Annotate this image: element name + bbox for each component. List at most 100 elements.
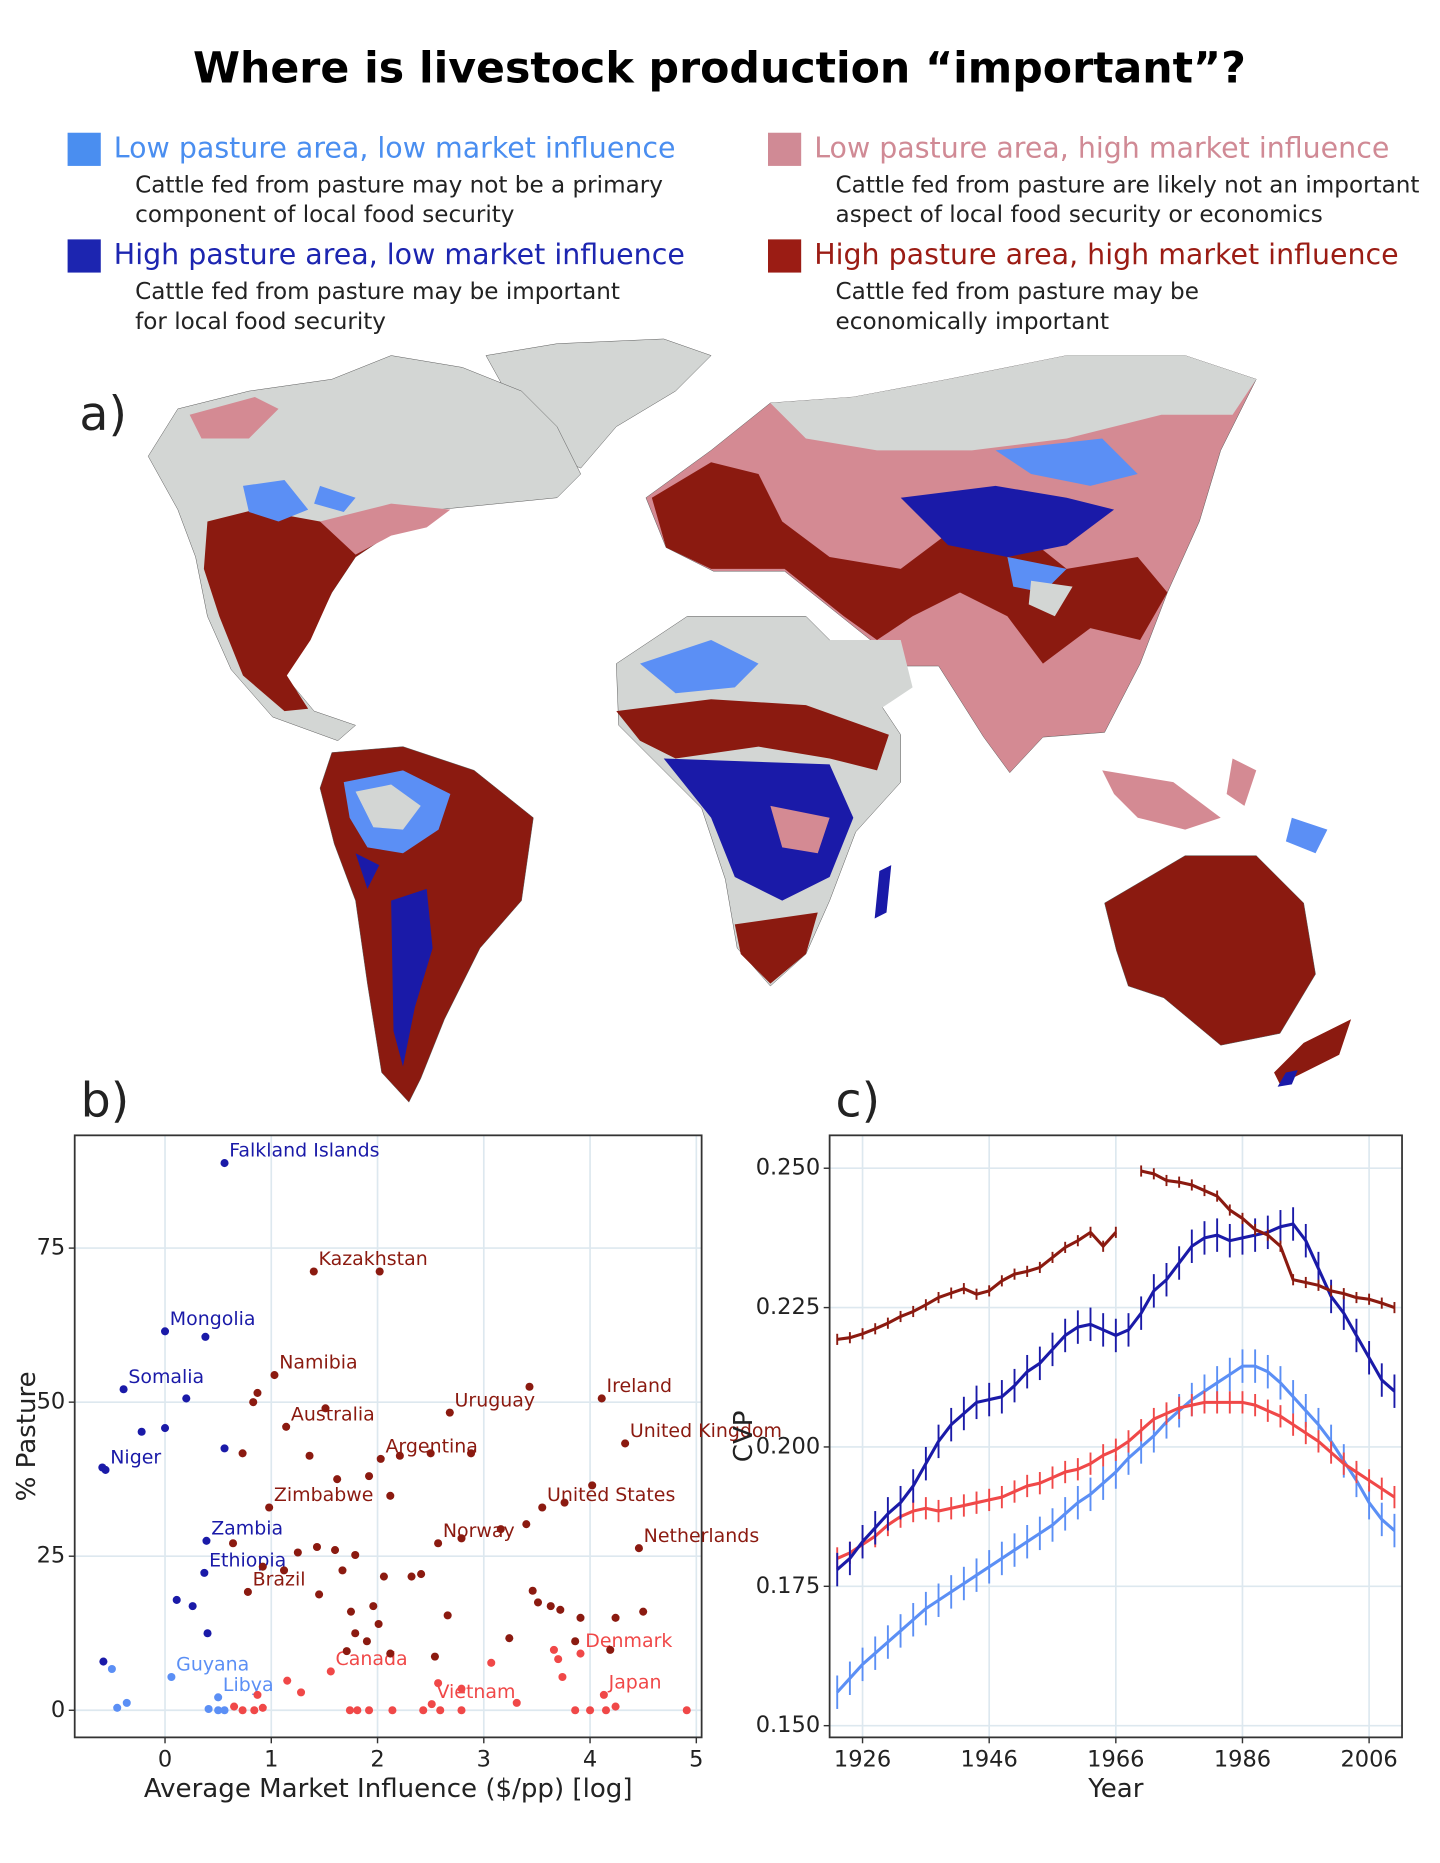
legend-description: component of local food security (135, 202, 514, 228)
point-label: Argentina (385, 1435, 477, 1457)
data-point (167, 1672, 176, 1682)
data-point (546, 1602, 555, 1611)
legend-description: economically important (836, 309, 1110, 335)
point-label: Zambia (211, 1517, 283, 1539)
x-tick-label: 1926 (834, 1746, 891, 1772)
data-point (214, 1693, 223, 1702)
data-point (282, 1422, 291, 1431)
x-tick-label: 4 (583, 1746, 597, 1772)
data-point (202, 1536, 211, 1545)
data-point (571, 1637, 580, 1646)
data-point (182, 1394, 191, 1403)
legend-label: High pasture area, high market influence (814, 238, 1398, 271)
point-label: Zimbabwe (274, 1484, 374, 1506)
y-tick-label: 0 (51, 1697, 65, 1723)
data-point (639, 1607, 648, 1616)
data-point (522, 1520, 531, 1529)
y-tick-label: 0.175 (756, 1573, 820, 1599)
data-point (374, 1619, 383, 1629)
data-point (512, 1698, 521, 1707)
land-high-low (663, 758, 854, 901)
data-point (253, 1388, 262, 1397)
data-point (331, 1546, 340, 1555)
panel-label: c) (836, 1073, 881, 1128)
land-high-low (1285, 817, 1328, 854)
data-point (430, 1652, 439, 1661)
series-line (836, 1364, 1396, 1694)
x-tick-label: 3 (477, 1746, 491, 1772)
legend-label: Low pasture area, high market influence (814, 131, 1389, 164)
data-point (445, 1408, 454, 1417)
legend-swatch (67, 239, 101, 273)
series-line (837, 1169, 1395, 1341)
legend-description: Cattle fed from pasture may be important (135, 279, 620, 305)
point-label: Namibia (279, 1352, 357, 1374)
land-low-low (242, 479, 356, 522)
data-point (342, 1647, 351, 1656)
data-point (525, 1382, 534, 1391)
land-high-high (651, 462, 1168, 664)
legend-description: aspect of local food security or economi… (836, 202, 1323, 228)
data-point (388, 1706, 397, 1715)
land (1104, 855, 1316, 1046)
x-tick-label: 1986 (1214, 1746, 1271, 1772)
data-point (597, 1394, 606, 1403)
legend-description: Cattle fed from pasture may be (836, 279, 1199, 305)
data-point (293, 1548, 302, 1557)
point-label: Ireland (606, 1375, 672, 1397)
data-point (417, 1570, 426, 1579)
data-point (379, 1572, 388, 1581)
data-point (611, 1613, 620, 1622)
data-point (220, 1706, 229, 1715)
point-label: Niger (110, 1447, 161, 1469)
data-point (560, 1498, 569, 1507)
data-point (230, 1702, 239, 1711)
data-point (386, 1649, 395, 1658)
data-point (280, 1566, 289, 1575)
data-point (258, 1703, 267, 1712)
series-line (836, 1222, 1396, 1571)
data-point (621, 1439, 630, 1448)
y-tick-label: 50 (37, 1389, 66, 1415)
y-tick-label: 0.150 (756, 1712, 820, 1738)
land-low-high (189, 397, 451, 555)
land-high-low (355, 853, 433, 1067)
data-point (427, 1700, 436, 1709)
legend: Low pasture area, low market influence Ca… (67, 131, 1419, 335)
data-point (188, 1602, 197, 1611)
data-point (376, 1454, 385, 1463)
point-label: Netherlands (644, 1525, 760, 1547)
plot-frame (73, 1134, 703, 1739)
y-tick-label: 0.250 (756, 1155, 820, 1181)
data-point (137, 1427, 146, 1436)
point-label: Vietnam (436, 1681, 515, 1703)
data-point (528, 1586, 537, 1595)
point-label: Falkland Islands (229, 1140, 379, 1162)
data-point (305, 1451, 314, 1460)
legend-label: Low pasture area, low market influence (114, 131, 676, 164)
land-high-high (616, 699, 889, 984)
data-point (434, 1679, 443, 1688)
world-map: a) (79, 338, 1352, 1103)
data-point (204, 1705, 213, 1714)
point-label: Somalia (128, 1366, 204, 1388)
point-label: Mongolia (170, 1308, 256, 1330)
point-label: Uruguay (455, 1389, 536, 1411)
land-low-high (770, 805, 830, 854)
data-point (353, 1706, 362, 1715)
data-point (365, 1472, 374, 1481)
data-point (270, 1371, 279, 1380)
data-point (265, 1503, 274, 1512)
data-point (601, 1706, 611, 1715)
x-axis-title: Year (1087, 1774, 1143, 1804)
legend-swatch (767, 132, 802, 166)
x-tick-label: 1966 (1087, 1746, 1144, 1772)
data-point (457, 1684, 466, 1693)
data-point (309, 1267, 318, 1276)
data-point (505, 1634, 514, 1643)
land-grey (770, 355, 1257, 451)
x-axis-title: Average Market Influence ($/pp) [log] (144, 1774, 633, 1804)
data-point (549, 1645, 558, 1654)
land-grey (829, 580, 1073, 712)
